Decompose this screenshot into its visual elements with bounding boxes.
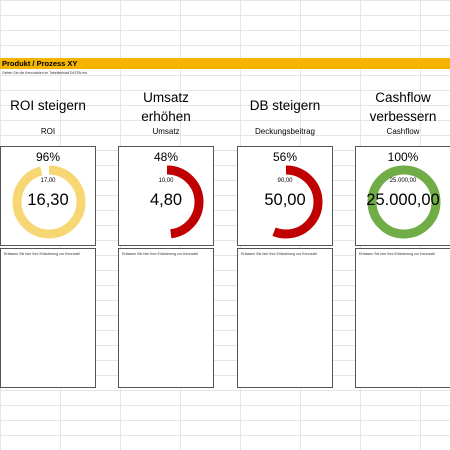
kpi-gauge-card[interactable]: 48% 10,00 4,80 — [118, 146, 214, 246]
kpi-gauge-card[interactable]: 96% 17,00 16,30 — [0, 146, 96, 246]
kpi-note-box[interactable]: Erfassen Sie hier Ihre Erläuterung zur K… — [355, 248, 450, 388]
kpi-note-text: Erfassen Sie hier Ihre Erläuterung zur K… — [241, 252, 318, 256]
gauge-arc — [249, 165, 323, 239]
kpi-note-box[interactable]: Erfassen Sie hier Ihre Erläuterung zur K… — [0, 248, 96, 388]
kpi-percent: 96% — [35, 150, 61, 164]
kpi-subtitle: Cashflow — [386, 127, 420, 136]
gauge-arc — [367, 165, 441, 239]
kpi-percent: 56% — [272, 150, 298, 164]
kpi-note-box[interactable]: Erfassen Sie hier Ihre Erläuterung zur K… — [118, 248, 214, 388]
kpi-title: Umsatz erhöhen — [141, 90, 191, 124]
gauge-arc — [12, 165, 86, 239]
instruction-text: Geben Sie die Kennzahlen im Tabellenblat… — [2, 71, 89, 75]
gauge-arc — [130, 165, 204, 239]
kpi-title: DB steigern — [249, 98, 321, 113]
kpi-title: ROI steigern — [10, 98, 86, 113]
kpi-percent: 48% — [153, 150, 179, 164]
donut-gauge — [12, 165, 86, 239]
donut-gauge — [130, 165, 204, 239]
page-title: Produkt / Prozess XY — [2, 59, 78, 68]
kpi-target: 17,00 — [40, 178, 56, 184]
kpi-target: 25.000,00 — [389, 178, 417, 184]
kpi-note-text: Erfassen Sie hier Ihre Erläuterung zur K… — [359, 252, 436, 256]
kpi-subtitle: Umsatz — [152, 127, 180, 136]
kpi-value: 4,80 — [149, 191, 183, 209]
kpi-target: 10,00 — [158, 178, 174, 184]
kpi-percent: 100% — [387, 150, 419, 164]
kpi-value: 50,00 — [264, 191, 306, 209]
kpi-gauge-card[interactable]: 56% 90,00 50,00 — [237, 146, 333, 246]
kpi-note-text: Erfassen Sie hier Ihre Erläuterung zur K… — [122, 252, 199, 256]
kpi-title: Cashflow verbessern — [369, 90, 437, 124]
kpi-note-box[interactable]: Erfassen Sie hier Ihre Erläuterung zur K… — [237, 248, 333, 388]
kpi-subtitle: ROI — [40, 127, 56, 136]
donut-gauge — [367, 165, 441, 239]
header-bar: Produkt / Prozess XY — [0, 58, 450, 69]
kpi-value: 25.000,00 — [366, 191, 440, 209]
kpi-value: 16,30 — [27, 191, 69, 209]
kpi-subtitle: Deckungsbeitrag — [254, 127, 316, 136]
donut-gauge — [249, 165, 323, 239]
kpi-gauge-card[interactable]: 100% 25.000,00 25.000,00 — [355, 146, 450, 246]
kpi-note-text: Erfassen Sie hier Ihre Erläuterung zur K… — [4, 252, 81, 256]
kpi-target: 90,00 — [277, 178, 293, 184]
